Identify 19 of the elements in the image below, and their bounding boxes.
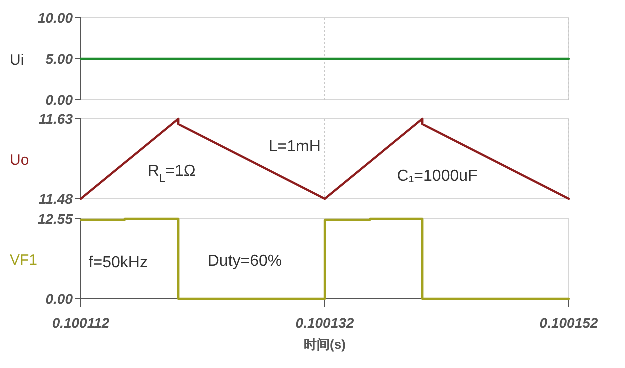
x-tick-label: 0.100132 [296,315,354,331]
y-tick-label: 11.48 [39,191,74,207]
y-axis-title: Ui [10,52,24,69]
y-tick-label: 0.00 [46,92,74,108]
y-tick-label: 12.55 [38,211,74,227]
y-axis-title: VF1 [10,252,38,269]
y-axis-title: Uo [10,152,30,169]
x-axis-title: 时间(s) [304,337,346,352]
x-tick-label: 0.100152 [540,315,598,331]
annotation: Duty=60% [208,252,282,270]
y-tick-label: 5.00 [46,51,74,67]
y-tick-label: 0.00 [46,291,74,307]
annotation: C₁=1000uF [397,168,478,185]
x-tick-label: 0.100112 [52,315,110,331]
y-tick-label: 11.63 [39,111,74,127]
annotation: f=50kHz [88,254,148,272]
annotation: R$_{L}$=1Ω [148,163,196,186]
y-tick-label: 10.00 [38,10,74,26]
annotation: L=1mH [268,138,321,156]
